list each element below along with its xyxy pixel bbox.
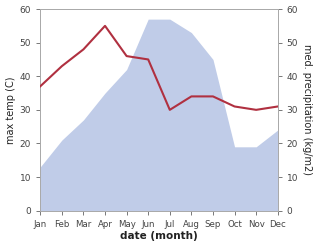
X-axis label: date (month): date (month)	[120, 231, 198, 242]
Y-axis label: max temp (C): max temp (C)	[5, 76, 16, 144]
Y-axis label: med. precipitation (kg/m2): med. precipitation (kg/m2)	[302, 44, 313, 175]
